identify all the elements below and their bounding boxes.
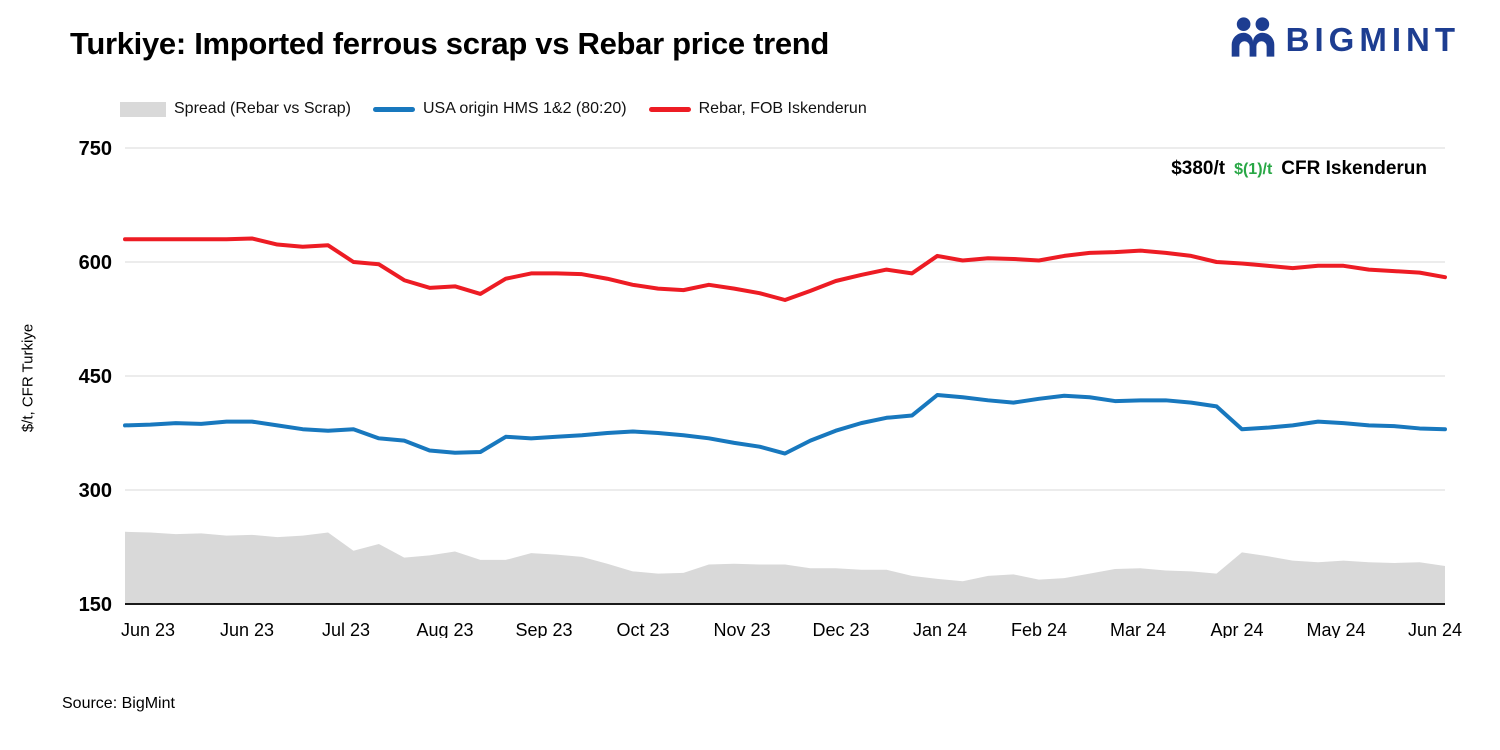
bigmint-people-icon <box>1230 16 1276 63</box>
page-title: Turkiye: Imported ferrous scrap vs Rebar… <box>70 26 830 61</box>
bigmint-wordmark: BIGMINT <box>1285 20 1460 58</box>
y-tick-label: 150 <box>79 594 112 616</box>
chart-legend: Spread (Rebar vs Scrap) USA origin HMS 1… <box>120 100 867 118</box>
annotation-suffix: CFR Iskenderun <box>1281 158 1427 179</box>
x-tick-label: Jun 23 <box>220 620 274 638</box>
rebar-line-swatch <box>648 106 691 112</box>
y-tick-label: 750 <box>79 138 112 160</box>
x-tick-label: Jun 23 <box>121 620 175 638</box>
x-tick-label: Apr 24 <box>1210 620 1263 638</box>
x-tick-label: Jun 24 <box>1408 620 1462 638</box>
x-tick-label: Sep 23 <box>515 620 572 638</box>
y-tick-label: 600 <box>79 252 112 274</box>
annotation-price: $380/t <box>1171 158 1226 179</box>
x-tick-label: Jul 23 <box>322 620 370 638</box>
x-tick-label: Jan 24 <box>913 620 967 638</box>
x-tick-label: Oct 23 <box>616 620 669 638</box>
bigmint-logo: BIGMINT <box>1230 16 1460 63</box>
spread-area <box>125 531 1445 604</box>
plot-area: 150 300 450 600 750 Jun 23 Jun 23 Jul 23 Aug 23 S… <box>0 138 1500 640</box>
legend-label-rebar: Rebar, FOB Iskenderun <box>698 100 867 117</box>
latest-price-annotation: $380/t $(1)/t CFR Iskenderun <box>1171 158 1427 180</box>
x-tick-label: Dec 23 <box>812 620 869 638</box>
rebar-line <box>123 236 1447 302</box>
legend-label-spread: Spread (Rebar vs Scrap) <box>174 100 351 117</box>
y-tick-label: 450 <box>79 366 112 388</box>
source-note: Source: BigMint <box>62 695 175 712</box>
y-tick-label: 300 <box>79 480 112 502</box>
spread-swatch <box>120 101 166 117</box>
legend-label-scrap: USA origin HMS 1&2 (80:20) <box>422 100 627 117</box>
price-trend-chart: 150 300 450 600 750 Jun 23 Jun 23 Jul 23 Aug 23 S… <box>79 138 1462 640</box>
x-tick-label: May 24 <box>1306 620 1365 638</box>
legend-item-rebar: Rebar, FOB Iskenderun <box>648 100 867 118</box>
scrap-line-swatch <box>372 106 415 112</box>
annotation-change: $(1)/t <box>1234 161 1273 178</box>
legend-item-scrap: USA origin HMS 1&2 (80:20) <box>372 100 627 118</box>
legend-item-spread: Spread (Rebar vs Scrap) <box>120 100 351 118</box>
x-tick-label: Mar 24 <box>1110 620 1166 638</box>
x-tick-label: Nov 23 <box>713 620 770 638</box>
x-tick-label: Aug 23 <box>416 620 473 638</box>
x-tick-label: Feb 24 <box>1011 620 1067 638</box>
scrap-line <box>123 393 1447 456</box>
